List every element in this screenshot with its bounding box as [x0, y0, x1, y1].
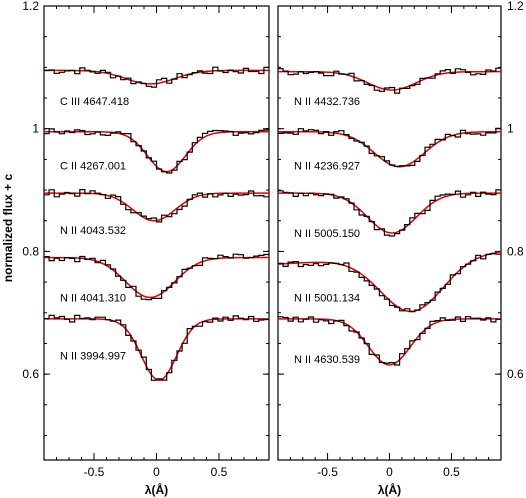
y-tick-label: 1 — [32, 122, 39, 136]
observed-spectrum — [44, 189, 269, 223]
x-tick-label: -0.5 — [317, 465, 338, 479]
spectral-line-label: N II 5001.134 — [294, 292, 360, 304]
spectral-line-label: N II 3994.997 — [60, 351, 126, 363]
spectral-line-label: N II 5005.150 — [294, 228, 360, 240]
spectral-line-label: N II 4432.736 — [294, 96, 360, 108]
observed-spectrum — [278, 127, 501, 167]
x-axis-label: λ(Å) — [145, 482, 168, 497]
model-fit-curve — [44, 192, 269, 222]
observed-spectrum — [278, 253, 501, 313]
y-tick-label: 1 — [507, 122, 514, 136]
spectral-line-label: N II 4630.539 — [294, 354, 360, 366]
observed-spectrum — [278, 189, 501, 237]
x-axis-label: λ(Å) — [378, 482, 401, 497]
y-tick-label: 0.6 — [22, 367, 39, 381]
y-tick-label: 0.6 — [507, 367, 524, 381]
spectral-line-label: C II 4267.001 — [60, 161, 126, 173]
observed-spectrum — [44, 253, 269, 301]
model-fit-curve — [44, 256, 269, 299]
x-tick-label: 0.5 — [443, 465, 460, 479]
model-fit-curve — [278, 192, 501, 234]
model-fit-curve — [278, 318, 501, 366]
x-tick-label: 0 — [153, 465, 160, 479]
y-tick-label: 0.8 — [22, 244, 39, 258]
x-tick-label: 0 — [386, 465, 393, 479]
observed-spectrum — [278, 316, 501, 366]
y-tick-label: 1.2 — [507, 0, 524, 13]
observed-spectrum — [44, 314, 269, 381]
spectral-line-label: N II 4236.927 — [294, 161, 360, 173]
observed-spectrum — [44, 66, 269, 88]
y-tick-label: 1.2 — [22, 0, 39, 13]
x-tick-label: 0.5 — [211, 465, 228, 479]
spectral-line-label: N II 4041.310 — [60, 292, 126, 304]
y-axis-label: normalized flux + c — [1, 173, 15, 282]
model-fit-curve — [44, 318, 269, 381]
observed-spectrum — [278, 67, 501, 94]
observed-spectrum — [44, 128, 269, 174]
panel-1: 1.2 1 0.8 0.6 -0.5 0 0.5 λ(Å) C III 4647.418 C II… — [22, 0, 270, 497]
spectral-line-label: N II 4043.532 — [60, 225, 126, 237]
x-tick-label: -0.5 — [84, 465, 105, 479]
spectral-line-label: C III 4647.418 — [60, 96, 129, 108]
y-tick-label: 0.8 — [507, 244, 524, 258]
panel-2: 1.2 1 0.8 0.6 -0.5 0 0.5 λ(Å) N II 4432.736 N II … — [277, 0, 524, 497]
